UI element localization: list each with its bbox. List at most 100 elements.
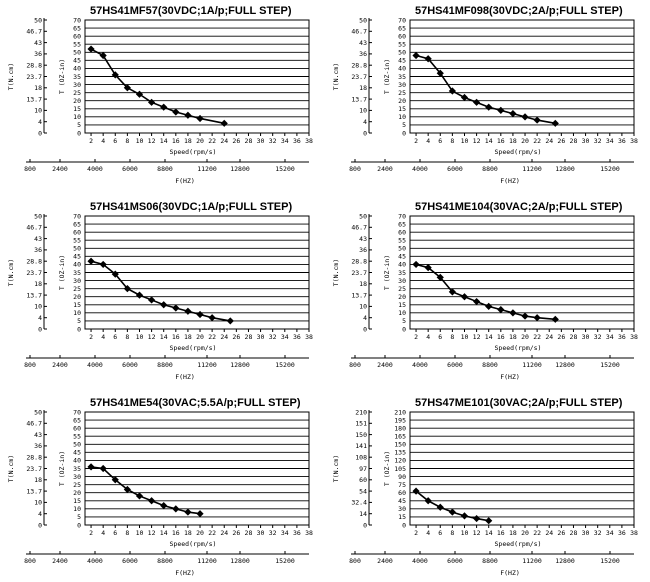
secondary-y-tick-label: 36	[34, 50, 42, 58]
y-tick-label: 15	[398, 105, 406, 113]
data-point	[184, 111, 192, 119]
secondary-y-tick-label: 54	[359, 487, 367, 495]
secondary-y-tick-label: 4	[363, 118, 367, 126]
x-tick-label: 22	[533, 529, 541, 537]
x-tick-label: 4	[101, 137, 105, 145]
y-tick-label: 40	[73, 65, 81, 73]
y-tick-label: 75	[398, 481, 406, 489]
x-tick-label: 30	[582, 333, 590, 341]
y-tick-label: 10	[398, 113, 406, 121]
frequency-tick-label: 11200	[522, 361, 542, 369]
y-tick-label: 5	[77, 121, 81, 129]
secondary-y-tick-label: 43	[34, 235, 42, 243]
y-tick-label: 45	[398, 497, 406, 505]
y-tick-label: 20	[73, 489, 81, 497]
x-axis-label: Speed(rpm/s)	[170, 344, 217, 352]
x-tick-label: 12	[473, 529, 481, 537]
y-tick-label: 25	[398, 89, 406, 97]
plot-frame	[84, 215, 310, 330]
data-point	[160, 103, 168, 111]
secondary-y-tick-label: 10	[34, 499, 42, 507]
x-tick-label: 16	[497, 137, 505, 145]
x-tick-label: 4	[426, 137, 430, 145]
x-tick-label: 2	[414, 333, 418, 341]
x-tick-label: 32	[269, 333, 277, 341]
secondary-y-tick-label: 150	[355, 431, 367, 439]
x-tick-label: 6	[113, 529, 117, 537]
data-point	[99, 51, 107, 60]
secondary-y-tick-label: 10	[34, 107, 42, 115]
frequency-tick-label: 8800	[482, 361, 498, 369]
secondary-y-tick-label: 14	[359, 510, 367, 518]
data-point	[87, 257, 95, 265]
x-tick-label: 4	[426, 529, 430, 537]
y-tick-label: 5	[77, 513, 81, 521]
x-tick-label: 36	[293, 137, 301, 145]
x-tick-label: 10	[136, 137, 144, 145]
y-axis-label: T (OZ-in)	[58, 451, 66, 486]
x-tick-label: 32	[594, 529, 602, 537]
y-tick-label: 60	[398, 32, 406, 40]
frequency-tick-label: 800	[349, 557, 361, 565]
x-tick-label: 22	[208, 333, 216, 341]
chart-title: 57HS41MS06(30VDC;1A/p;FULL STEP)	[90, 201, 292, 213]
y-axis-label: T (OZ-in)	[58, 59, 66, 94]
x-tick-label: 24	[545, 333, 553, 341]
data-point	[533, 314, 541, 322]
data-point	[412, 260, 420, 269]
x-axis-label: Speed(rpm/s)	[170, 148, 217, 156]
chart-title: 57HS41MF57(30VDC;1A/p;FULL STEP)	[90, 5, 292, 17]
y-tick-label: 50	[73, 441, 81, 449]
y-tick-label: 135	[394, 449, 406, 457]
secondary-y-tick-label: 23.7	[26, 465, 42, 473]
y-axis-label: T (OZ-in)	[383, 59, 391, 94]
frequency-tick-label: 800	[349, 165, 361, 173]
frequency-tick-label: 15200	[275, 361, 295, 369]
secondary-y-tick-label: 23.7	[26, 73, 42, 81]
y-tick-label: 20	[73, 97, 81, 105]
frequency-tick-label: 15200	[275, 557, 295, 565]
data-point	[551, 315, 559, 323]
data-point	[147, 98, 156, 106]
x-tick-label: 36	[618, 529, 626, 537]
plot-frame	[409, 215, 635, 330]
y-tick-label: 55	[73, 237, 81, 245]
frequency-tick-label: 12800	[555, 557, 575, 565]
y-tick-label: 165	[394, 433, 406, 441]
chart-title: 57HS47ME101(30VAC;2A/p;FULL STEP)	[415, 397, 623, 409]
chart-title: 57HS41MF098(30VDC;2A/p;FULL STEP)	[415, 5, 623, 17]
x-tick-label: 2	[89, 529, 93, 537]
secondary-y-tick-label: 0	[363, 325, 367, 333]
y-tick-label: 0	[402, 129, 406, 137]
y-tick-label: 25	[73, 285, 81, 293]
y-tick-label: 10	[73, 505, 81, 513]
y-tick-label: 55	[73, 433, 81, 441]
chart-title: 57HS41ME54(30VAC;5.5A/p;FULL STEP)	[90, 397, 301, 409]
y-tick-label: 30	[398, 505, 406, 513]
frequency-tick-label: 800	[24, 361, 36, 369]
x-tick-label: 22	[208, 529, 216, 537]
x-tick-label: 24	[220, 529, 228, 537]
y-tick-label: 65	[398, 220, 406, 228]
y-tick-label: 0	[402, 521, 406, 529]
secondary-y-tick-label: 32.4	[351, 499, 367, 507]
x-tick-label: 6	[438, 529, 442, 537]
y-tick-label: 0	[77, 325, 81, 333]
data-point	[521, 312, 529, 320]
x-tick-label: 8	[125, 529, 129, 537]
x-tick-label: 30	[257, 137, 265, 145]
data-point	[184, 508, 192, 516]
secondary-y-tick-label: 50	[359, 16, 367, 24]
x-tick-label: 38	[630, 333, 638, 341]
x-tick-label: 38	[305, 529, 313, 537]
data-point	[196, 310, 204, 319]
torque-chart: 57HS41ME104(30VAC;2A/p;FULL STEP)0510152…	[332, 201, 638, 381]
secondary-y-tick-label: 108	[355, 454, 367, 462]
y-tick-label: 195	[394, 416, 406, 424]
x-tick-label: 14	[485, 333, 493, 341]
x-axis-label: Speed(rpm/s)	[170, 540, 217, 548]
y-tick-label: 0	[402, 325, 406, 333]
y-tick-label: 180	[394, 424, 406, 432]
data-point	[448, 508, 456, 516]
secondary-y-tick-label: 13.7	[26, 291, 42, 299]
